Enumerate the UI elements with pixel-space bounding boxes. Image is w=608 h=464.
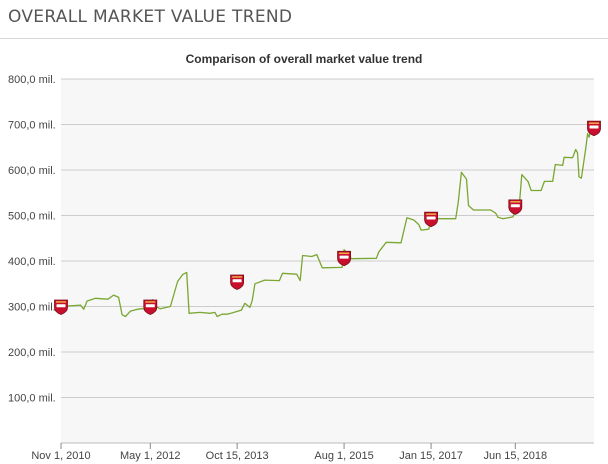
chart-title: Comparison of overall market value trend [185,52,423,66]
crest-band [145,301,156,303]
club-crest-icon[interactable] [424,211,439,228]
y-tick-label: 100,0 mil. [8,393,56,405]
crest-cannon [56,304,66,308]
y-tick-label: 300,0 mil. [8,302,56,314]
x-tick-label: Nov 1, 2010 [31,450,90,462]
crest-band [56,301,66,303]
x-tick-label: Aug 1, 2015 [314,450,373,462]
club-crest-icon[interactable] [508,199,523,215]
x-tick-label: Jun 15, 2018 [484,450,548,462]
x-tick-label: Oct 15, 2013 [206,450,269,462]
crest-band [510,201,521,203]
crest-cannon [426,216,436,220]
y-tick-label: 500,0 mil. [8,211,56,223]
x-axis: Nov 1, 2010 May 1, 2012 Oct 15, 2013 Aug 1,… [31,442,594,462]
y-tick-label: 800,0 mil. [8,74,56,86]
x-tick-label: May 1, 2012 [120,450,181,462]
crest-band [339,252,350,254]
crest-band [232,276,243,278]
crest-band [426,213,437,215]
club-crest-icon[interactable] [230,274,245,290]
crest-cannon [339,255,349,259]
y-tick-label: 400,0 mil. [8,256,56,268]
crest-cannon [510,204,520,208]
page-title: OVERALL MARKET VALUE TREND [8,7,293,27]
y-tick-label: 200,0 mil. [8,347,56,359]
club-crest-icon[interactable] [54,299,68,315]
club-crest-icon[interactable] [337,250,352,267]
crest-cannon [145,304,155,308]
grid-lines [61,78,594,398]
x-tick-label: Jan 15, 2017 [399,450,463,462]
y-tick-label: 700,0 mil. [8,120,56,132]
page-header: OVERALL MARKET VALUE TREND [0,0,608,39]
crest-band [589,122,599,124]
y-tick-label: 600,0 mil. [8,165,56,177]
crest-cannon [589,125,599,129]
markers-group [54,120,601,315]
crest-cannon [232,279,242,283]
club-crest-icon[interactable] [587,120,601,137]
club-crest-icon[interactable] [143,299,158,315]
y-axis-labels: 800,0 mil. 700,0 mil. 600,0 mil. 500,0 mil.… [8,74,56,405]
